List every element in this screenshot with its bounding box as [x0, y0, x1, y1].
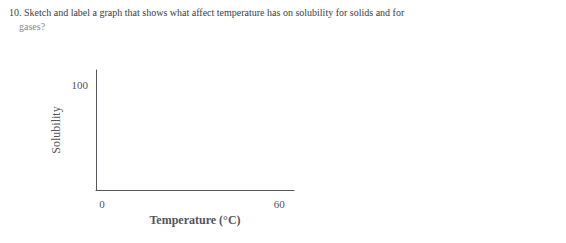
- svg-text:gases?: gases?: [9, 21, 46, 32]
- svg-text:Solubility: Solubility: [49, 106, 63, 153]
- svg-text:100: 100: [72, 79, 89, 91]
- svg-text:Temperature (°C): Temperature (°C): [149, 213, 240, 227]
- svg-text:0: 0: [99, 198, 105, 210]
- svg-text:60: 60: [274, 198, 286, 210]
- svg-text:10. Sketch and label a graph t: 10. Sketch and label a graph that shows …: [9, 7, 405, 18]
